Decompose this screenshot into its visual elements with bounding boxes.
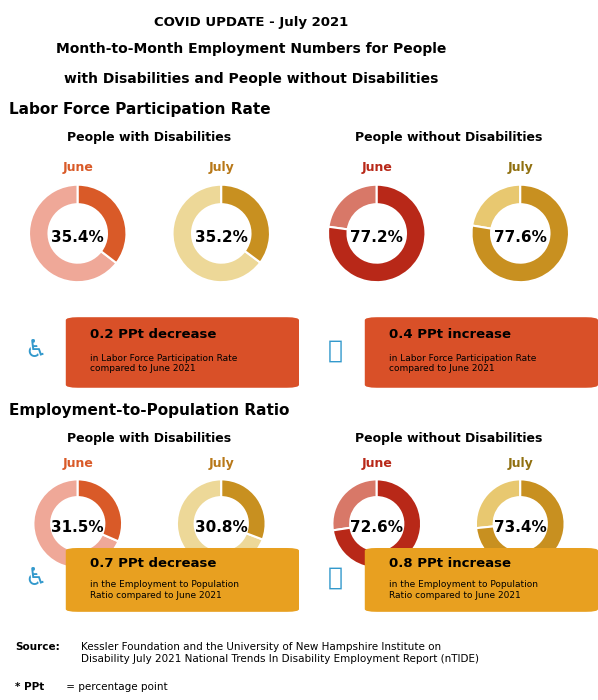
Wedge shape (78, 185, 126, 263)
Text: June: June (62, 457, 93, 470)
Text: People with Disabilities: People with Disabilities (68, 131, 231, 144)
Text: in the Employment to Population
Ratio compared to June 2021: in the Employment to Population Ratio co… (389, 580, 538, 600)
Text: in the Employment to Population
Ratio compared to June 2021: in the Employment to Population Ratio co… (90, 580, 239, 600)
Text: COVID UPDATE - July 2021: COVID UPDATE - July 2021 (154, 16, 348, 29)
Wedge shape (472, 185, 569, 282)
Text: 0.4 PPt increase: 0.4 PPt increase (389, 328, 511, 341)
Wedge shape (221, 185, 270, 262)
Text: 0.8 PPt increase: 0.8 PPt increase (389, 556, 511, 570)
Text: in Labor Force Participation Rate
compared to June 2021: in Labor Force Participation Rate compar… (90, 354, 237, 373)
Text: July: July (208, 161, 234, 174)
Wedge shape (29, 185, 117, 282)
Text: nTIDE: nTIDE (520, 34, 550, 42)
Text: July: July (208, 457, 234, 470)
Text: 30.8%: 30.8% (195, 520, 248, 535)
FancyBboxPatch shape (365, 548, 598, 612)
Text: June: June (62, 161, 93, 174)
Text: * PPt: * PPt (15, 682, 44, 692)
Text: July: July (507, 457, 533, 470)
Text: ♿: ♿ (25, 566, 47, 590)
Text: Month-to-Month Employment Numbers for People: Month-to-Month Employment Numbers for Pe… (56, 41, 446, 55)
Text: 👤: 👤 (327, 338, 343, 363)
Text: June: June (361, 457, 392, 470)
Wedge shape (476, 480, 520, 528)
Wedge shape (328, 185, 425, 282)
Text: 0.7 PPt decrease: 0.7 PPt decrease (90, 556, 216, 570)
Text: Employment-to-Population Ratio: Employment-to-Population Ratio (9, 402, 289, 418)
Text: 35.4%: 35.4% (51, 230, 104, 245)
FancyBboxPatch shape (66, 317, 299, 388)
Wedge shape (328, 185, 377, 230)
Text: 31.5%: 31.5% (51, 520, 104, 535)
Wedge shape (173, 185, 260, 282)
Wedge shape (177, 480, 263, 568)
Text: People without Disabilities: People without Disabilities (355, 131, 542, 144)
FancyBboxPatch shape (365, 317, 598, 388)
Text: in Labor Force Participation Rate
compared to June 2021: in Labor Force Participation Rate compar… (389, 354, 536, 373)
Wedge shape (33, 480, 118, 568)
Text: People without Disabilities: People without Disabilities (355, 432, 542, 444)
Text: 73.4%: 73.4% (494, 520, 547, 535)
Text: 0.2 PPt decrease: 0.2 PPt decrease (90, 328, 216, 341)
Wedge shape (333, 480, 421, 568)
Text: ♿: ♿ (25, 338, 47, 363)
Wedge shape (332, 480, 377, 531)
Wedge shape (472, 185, 520, 229)
Wedge shape (78, 480, 122, 541)
Text: July: July (507, 161, 533, 174)
Text: Labor Force Participation Rate: Labor Force Participation Rate (9, 102, 270, 117)
FancyBboxPatch shape (66, 548, 299, 612)
Text: 77.6%: 77.6% (494, 230, 547, 245)
Wedge shape (476, 480, 565, 568)
Text: June: June (361, 161, 392, 174)
Text: 77.2%: 77.2% (350, 230, 403, 245)
Text: Source:: Source: (15, 642, 60, 652)
Text: with Disabilities and People without Disabilities: with Disabilities and People without Dis… (64, 72, 438, 86)
Text: 35.2%: 35.2% (195, 230, 248, 245)
Text: 👤: 👤 (327, 566, 343, 590)
Text: = percentage point: = percentage point (63, 682, 167, 692)
Text: People with Disabilities: People with Disabilities (68, 432, 231, 444)
Text: 72.6%: 72.6% (350, 520, 403, 535)
Wedge shape (221, 480, 266, 540)
Text: Kessler Foundation and the University of New Hampshire Institute on
Disability J: Kessler Foundation and the University of… (81, 642, 479, 664)
